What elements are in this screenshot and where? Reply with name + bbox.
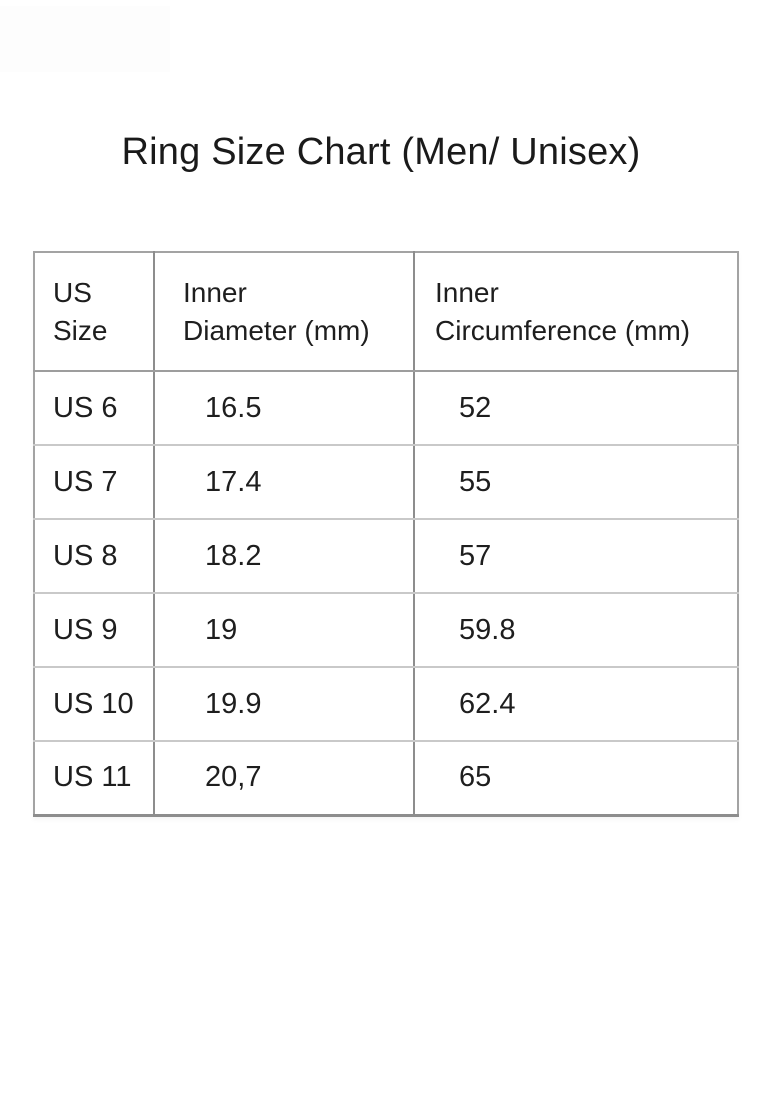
cell-inner-diameter: 20,7 [154, 741, 415, 815]
header-inner-circumference: Inner Circumference (mm) [414, 252, 738, 372]
background-patch [0, 6, 170, 72]
table-row-us9: US 9 19 59.8 [34, 593, 738, 668]
cell-inner-diameter: 19.9 [154, 667, 415, 742]
cell-inner-circumference: 65 [459, 761, 492, 794]
cell-us-size: US 8 [34, 519, 155, 594]
cell-inner-circumference: 59.8 [414, 593, 738, 668]
table-row-us7: US 7 17.4 55 [34, 445, 738, 520]
cell-inner-diameter: 19 [154, 593, 415, 668]
table-row-us6: US 6 16.5 52 [34, 371, 738, 446]
cell-inner-circumference: 57 [414, 519, 738, 594]
table-row-us11: US 11 20,7 65 [34, 741, 738, 815]
table-row-us8: US 8 18.2 57 [34, 519, 738, 594]
cell-inner-diameter: 17.4 [154, 445, 415, 520]
cell-us-size: US 7 [34, 445, 155, 520]
cell-inner-circumference: 62.4 [414, 667, 738, 742]
cell-us-size: US 9 [34, 593, 155, 668]
header-row: US Size Inner Diameter (mm) Inner Circum… [34, 252, 738, 372]
page-title: Ring Size Chart (Men/ Unisex) [121, 131, 641, 173]
cell-us-size: US 10 [34, 667, 155, 742]
ring-size-table: US Size Inner Diameter (mm) Inner Circum… [33, 251, 739, 817]
cell-inner-diameter: 16.5 [154, 371, 415, 446]
cell-inner-circumference: 52 [414, 371, 738, 446]
cell-inner-circumference: 55 [414, 445, 738, 520]
table-row-us10: US 10 19.9 62.4 [34, 667, 738, 742]
cell-inner-diameter: 18.2 [154, 519, 415, 594]
cell-us-size: US 6 [34, 371, 155, 446]
cell-us-size: US 11 [34, 741, 155, 815]
header-us-size: US Size [34, 252, 155, 372]
header-inner-diameter: Inner Diameter (mm) [154, 252, 415, 372]
